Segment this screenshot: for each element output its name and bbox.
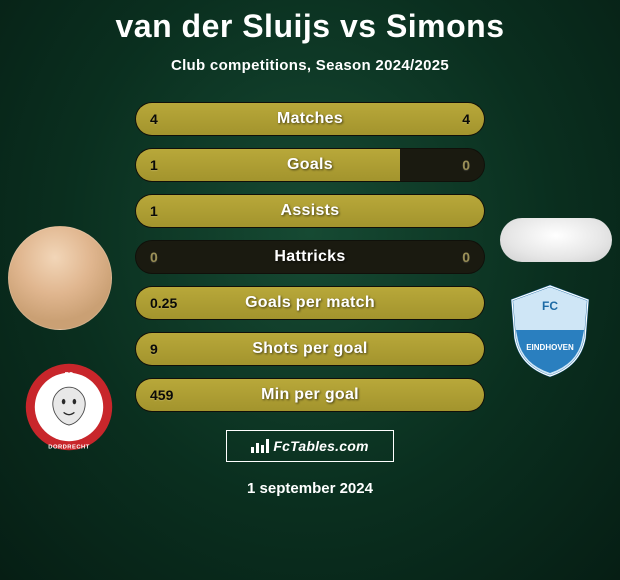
metric-row: Goals per match0.25 bbox=[135, 286, 485, 320]
chart-bars-icon bbox=[251, 439, 269, 453]
metric-fill-left bbox=[136, 287, 484, 319]
metric-row: Matches44 bbox=[135, 102, 485, 136]
metric-row: Assists1 bbox=[135, 194, 485, 228]
player-left-avatar bbox=[8, 226, 112, 330]
club-left-badge: FC DORDRECHT bbox=[24, 362, 114, 452]
metric-row: Hattricks0 0 bbox=[135, 240, 485, 274]
metric-value-right: 0 bbox=[462, 157, 470, 173]
metric-fill-left bbox=[136, 195, 484, 227]
metric-fill-left bbox=[136, 379, 484, 411]
metric-row: Min per goal459 bbox=[135, 378, 485, 412]
metric-value-right: 0 bbox=[462, 249, 470, 265]
metric-label: Hattricks bbox=[136, 248, 484, 266]
page-title: van der Sluijs vs Simons bbox=[0, 0, 620, 45]
metric-row: Goals10 bbox=[135, 148, 485, 182]
svg-text:DORDRECHT: DORDRECHT bbox=[48, 444, 89, 450]
svg-text:EINDHOVEN: EINDHOVEN bbox=[526, 343, 574, 352]
svg-text:FC: FC bbox=[542, 299, 558, 313]
svg-text:FC: FC bbox=[65, 371, 74, 378]
comparison-arena: FC DORDRECHT FC EINDHOVEN Matches44Goals… bbox=[0, 102, 620, 412]
brand-box: FcTables.com bbox=[226, 430, 394, 462]
metric-fill-left bbox=[136, 333, 484, 365]
brand-label: FcTables.com bbox=[273, 438, 368, 454]
club-right-badge-icon: FC EINDHOVEN bbox=[500, 280, 600, 380]
metric-fill-left bbox=[136, 103, 310, 135]
page-date: 1 september 2024 bbox=[0, 480, 620, 497]
metric-fill-left bbox=[136, 149, 400, 181]
metric-row: Shots per goal9 bbox=[135, 332, 485, 366]
page-subtitle: Club competitions, Season 2024/2025 bbox=[0, 57, 620, 74]
metric-bars: Matches44Goals10Assists1Hattricks00Goals… bbox=[135, 102, 485, 412]
club-left-badge-icon: FC DORDRECHT bbox=[24, 362, 114, 452]
club-right-badge: FC EINDHOVEN bbox=[500, 280, 600, 380]
player-right-avatar bbox=[500, 218, 612, 262]
metric-value-left: 0 bbox=[150, 249, 158, 265]
metric-fill-right bbox=[310, 103, 484, 135]
